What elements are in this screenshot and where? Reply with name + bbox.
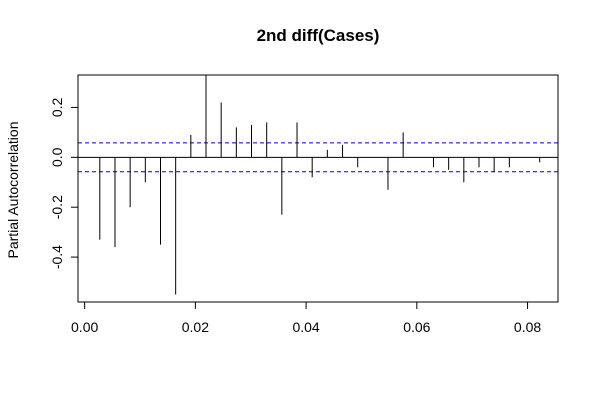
x-tick-label: 0.04 [292, 319, 319, 335]
y-tick-label: -0.2 [49, 195, 65, 219]
x-tick-label: 0.00 [71, 319, 98, 335]
x-tick-label: 0.08 [514, 319, 541, 335]
x-tick-label: 0.02 [182, 319, 209, 335]
y-tick-label: 0.2 [49, 97, 65, 117]
y-tick-label: -0.4 [49, 245, 65, 269]
y-tick-label: 0.0 [49, 147, 65, 167]
y-axis-label: Partial Autocorrelation [5, 122, 21, 259]
chart-title: 2nd diff(Cases) [257, 26, 380, 45]
plot-frame [77, 74, 559, 303]
x-tick-label: 0.06 [403, 319, 430, 335]
